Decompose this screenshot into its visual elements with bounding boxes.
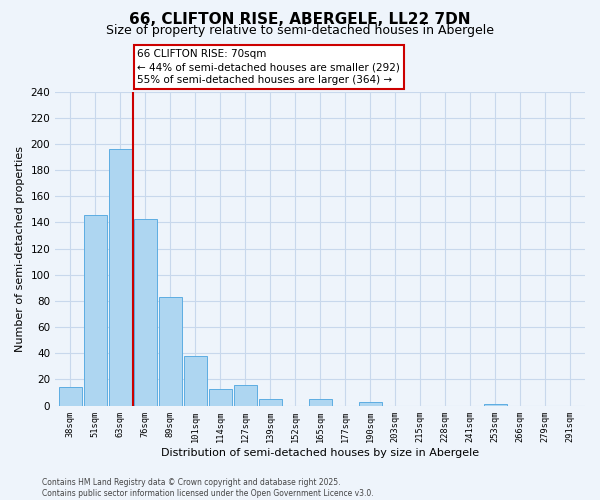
Bar xyxy=(134,218,157,406)
Y-axis label: Number of semi-detached properties: Number of semi-detached properties xyxy=(15,146,25,352)
Bar xyxy=(184,356,206,406)
Bar xyxy=(484,404,506,406)
Text: Contains HM Land Registry data © Crown copyright and database right 2025.
Contai: Contains HM Land Registry data © Crown c… xyxy=(42,478,374,498)
Bar xyxy=(209,388,232,406)
Text: 66 CLIFTON RISE: 70sqm
← 44% of semi-detached houses are smaller (292)
55% of se: 66 CLIFTON RISE: 70sqm ← 44% of semi-det… xyxy=(137,49,400,86)
Bar xyxy=(83,214,107,406)
Text: 66, CLIFTON RISE, ABERGELE, LL22 7DN: 66, CLIFTON RISE, ABERGELE, LL22 7DN xyxy=(129,12,471,28)
Bar xyxy=(233,384,257,406)
X-axis label: Distribution of semi-detached houses by size in Abergele: Distribution of semi-detached houses by … xyxy=(161,448,479,458)
Bar xyxy=(158,297,182,406)
Bar xyxy=(109,149,131,406)
Bar xyxy=(308,399,332,406)
Bar xyxy=(259,399,281,406)
Text: Size of property relative to semi-detached houses in Abergele: Size of property relative to semi-detach… xyxy=(106,24,494,37)
Bar xyxy=(59,388,82,406)
Bar xyxy=(359,402,382,406)
